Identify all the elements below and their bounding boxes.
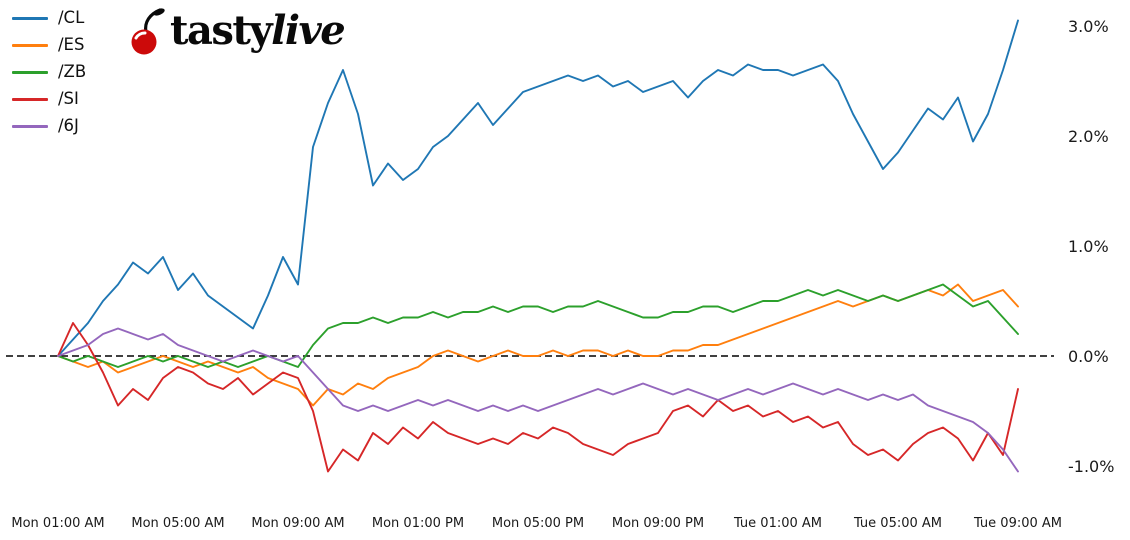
legend-swatch-es [12, 43, 48, 47]
series-line-6j [57, 327, 1019, 473]
x-tick-label: Mon 09:00 AM [251, 516, 344, 531]
x-tick-label: Mon 01:00 AM [11, 516, 104, 531]
logo-text-live: live [271, 7, 346, 54]
x-tick-label: Tue 05:00 AM [853, 516, 942, 531]
legend-item-si: /SI [12, 89, 86, 109]
legend-swatch-zb [12, 70, 48, 74]
logo-text-tasty: tasty [170, 7, 273, 54]
y-tick-label: 3.0% [1068, 17, 1109, 36]
legend-label-cl: /CL [58, 7, 85, 27]
legend-swatch-cl [12, 16, 48, 20]
series-line-zb [57, 283, 1019, 368]
legend-swatch-si [12, 97, 48, 101]
cherry-icon [131, 8, 165, 55]
legend-swatch-6j [12, 124, 48, 128]
logo-text: tastylive [170, 11, 346, 51]
series-line-cl [57, 19, 1019, 357]
series-line-si [57, 322, 1019, 473]
x-tick-label: Mon 01:00 PM [372, 516, 464, 531]
y-tick-label: -1.0% [1068, 457, 1114, 476]
legend-label-zb: /ZB [58, 61, 87, 81]
x-tick-label: Tue 09:00 AM [973, 516, 1062, 531]
legend: /CL /ES /ZB /SI /6J [12, 8, 86, 136]
legend-label-si: /SI [58, 88, 79, 108]
series-line-es [57, 283, 1019, 407]
y-tick-label: 0.0% [1068, 347, 1109, 366]
legend-item-zb: /ZB [12, 62, 86, 82]
legend-item-6j: /6J [12, 116, 86, 136]
legend-item-es: /ES [12, 35, 86, 55]
x-tick-label: Mon 05:00 PM [492, 516, 584, 531]
legend-label-6j: /6J [58, 115, 79, 135]
x-tick-label: Tue 01:00 AM [733, 516, 822, 531]
y-tick-label: 2.0% [1068, 127, 1109, 146]
x-tick-label: Mon 09:00 PM [612, 516, 704, 531]
y-tick-label: 1.0% [1068, 237, 1109, 256]
legend-label-es: /ES [58, 34, 85, 54]
x-tick-label: Mon 05:00 AM [131, 516, 224, 531]
legend-item-cl: /CL [12, 8, 86, 28]
tastylive-logo: tastylive [130, 6, 346, 56]
